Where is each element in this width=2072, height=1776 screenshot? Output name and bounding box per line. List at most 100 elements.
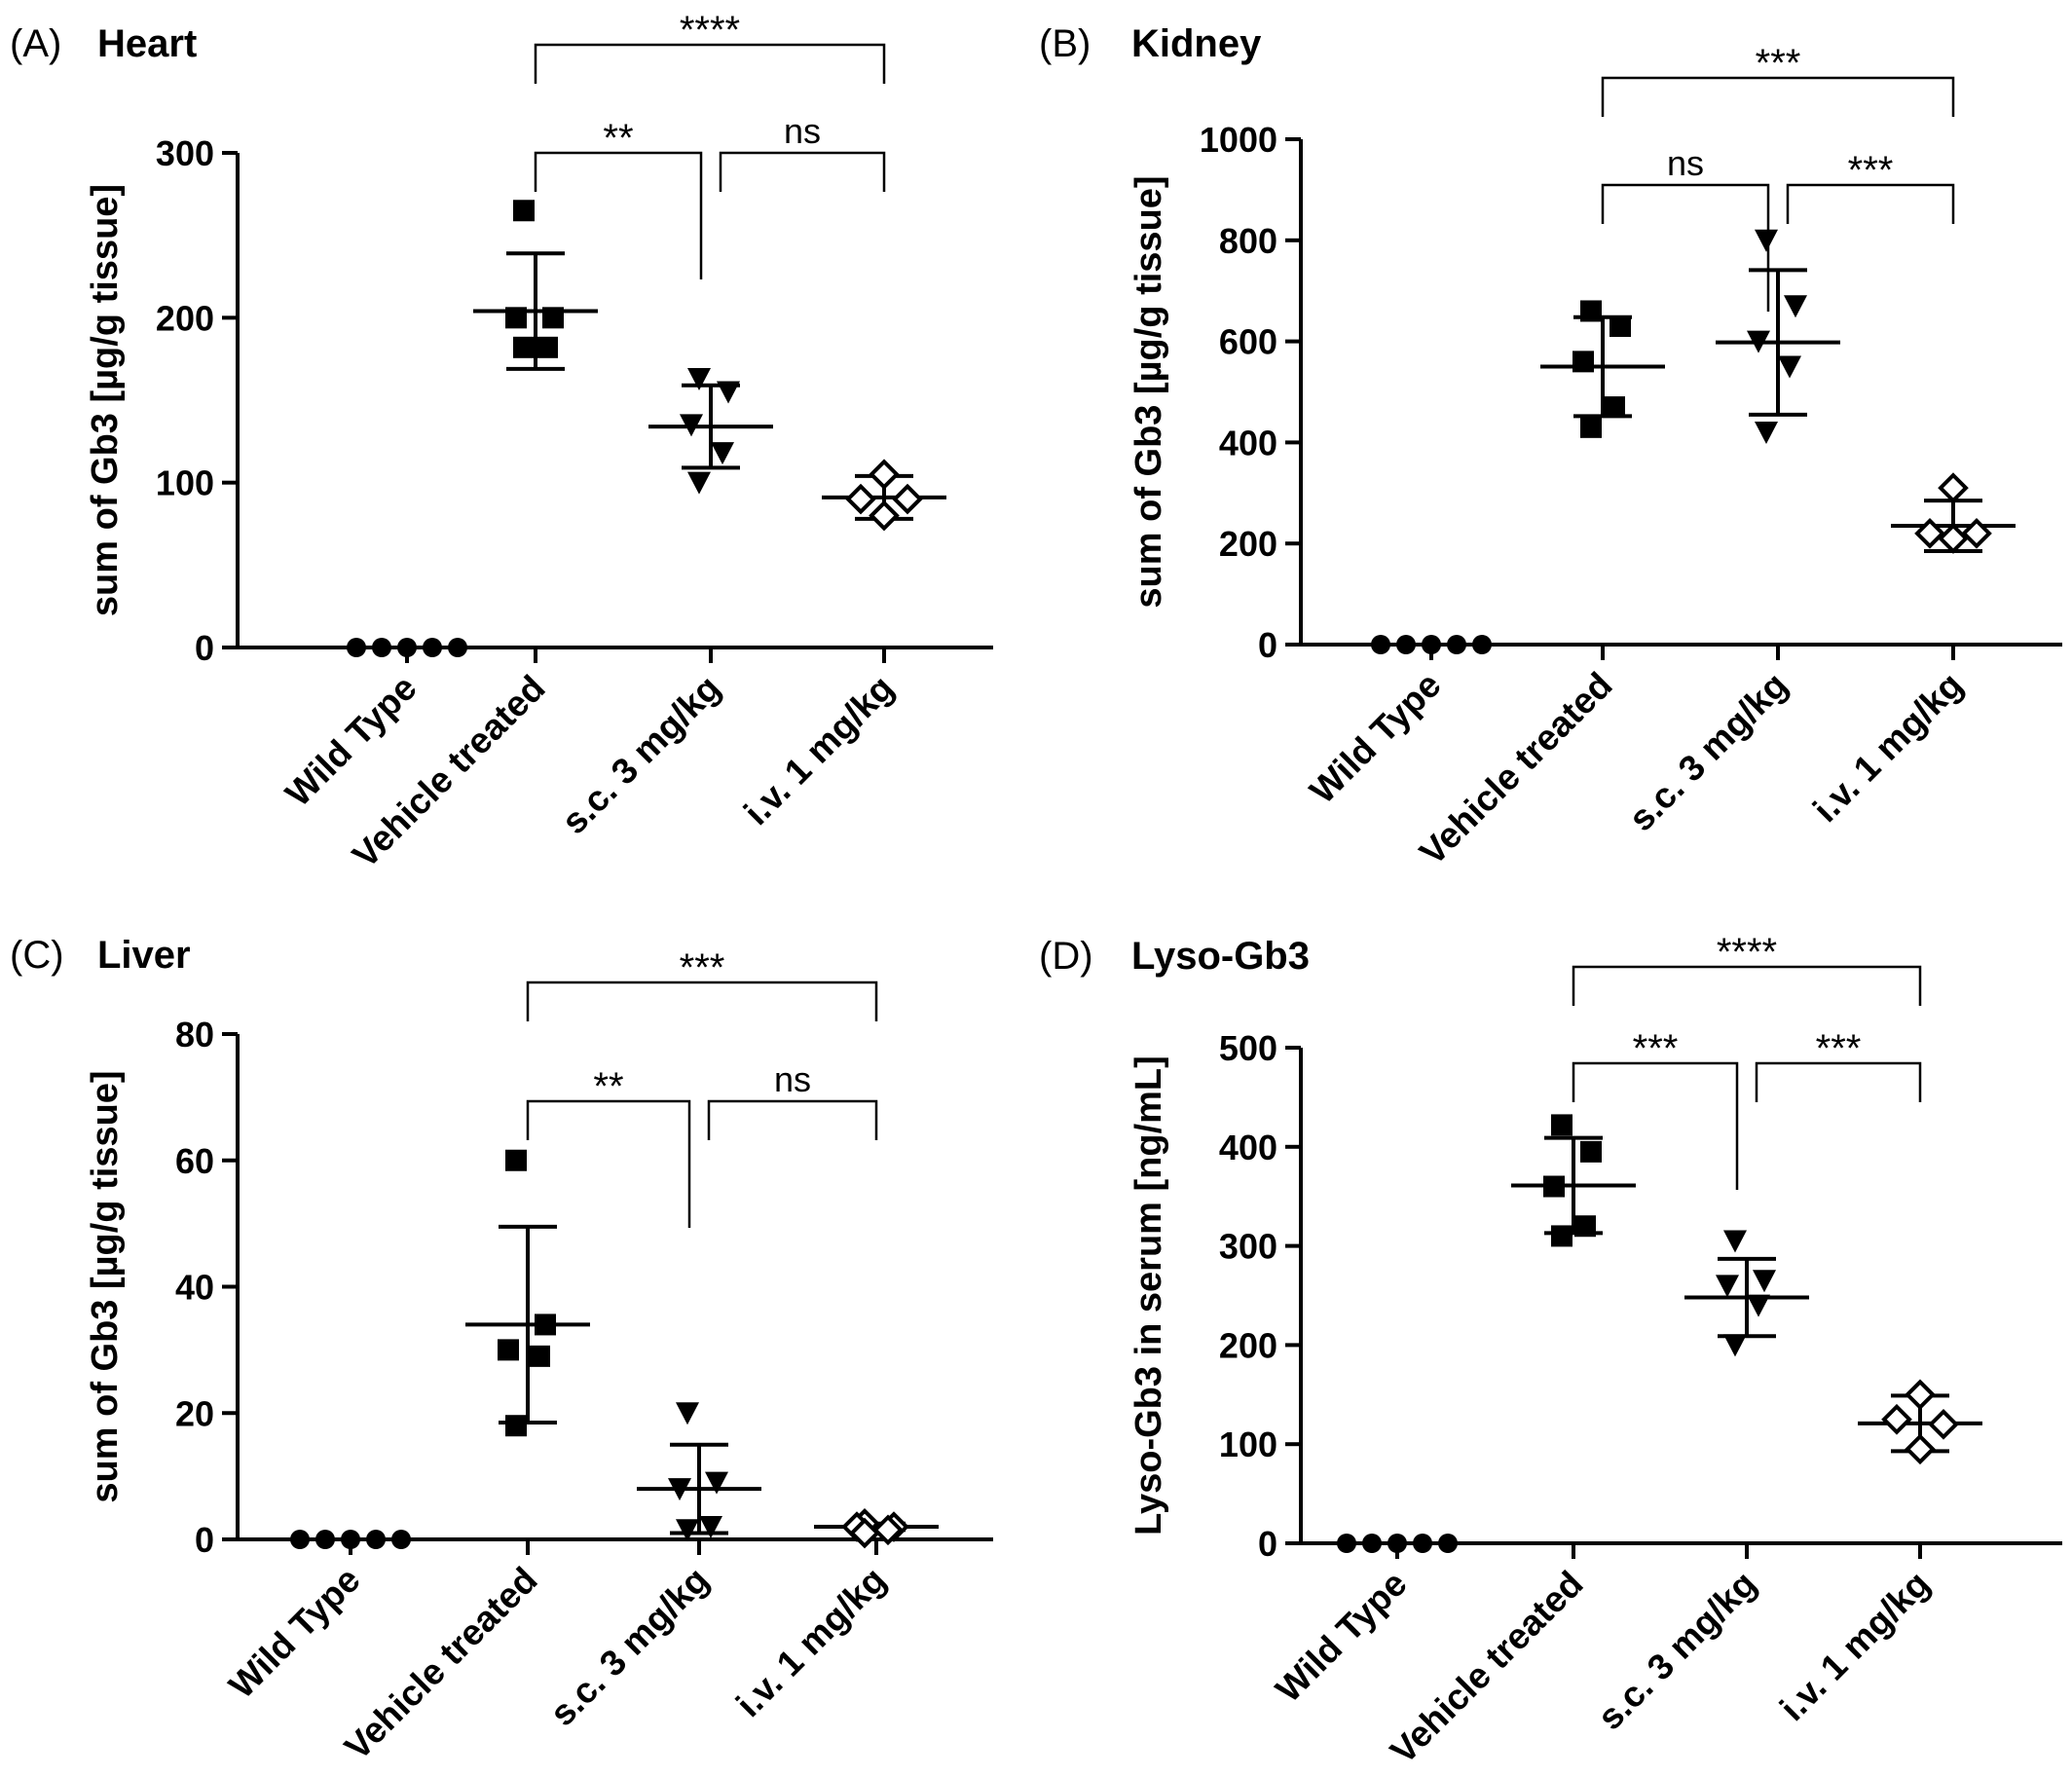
significance-label: **** [1717, 931, 1777, 974]
x-tick-label: Wild Type [221, 1560, 367, 1706]
significance-label: ns [1667, 143, 1704, 183]
data-point [341, 1530, 360, 1549]
x-tick-label: i.v. 1 mg/kg [1772, 1564, 1938, 1729]
data-point [869, 500, 900, 532]
data-point [505, 1415, 527, 1437]
data-point [529, 1345, 550, 1367]
data-point [687, 367, 711, 390]
data-point [676, 1519, 699, 1542]
data-point [423, 638, 442, 657]
significance-label: *** [1756, 42, 1801, 85]
data-point [315, 1530, 335, 1549]
chart-title: Kidney [1131, 22, 1262, 65]
significance-bracket: **** [1572, 931, 1922, 1006]
series-vehicle-treated [473, 200, 598, 371]
data-point [1551, 1114, 1572, 1136]
data-point [1755, 422, 1778, 445]
series-i-v-1-mg-kg [822, 459, 946, 532]
data-point [1784, 295, 1807, 318]
bracket-line [526, 980, 878, 1021]
data-point [1447, 635, 1466, 654]
bracket-line [1601, 76, 1955, 117]
significance-bracket: ns [719, 111, 886, 192]
data-point [1371, 635, 1390, 654]
x-tick-label: Wild Type [1302, 665, 1448, 811]
data-point [1753, 1270, 1776, 1293]
data-point [535, 1314, 556, 1336]
chart-panel-d: (D) Lyso-Gb3 0 100 200 300 400 500 Lyso-Gb3 in s… [1039, 931, 2062, 1771]
significance-bracket: ** [526, 1065, 691, 1228]
significance-label: *** [1633, 1027, 1679, 1070]
significance-label: *** [1816, 1027, 1862, 1070]
data-point [1610, 315, 1631, 338]
x-tick-label: s.c. 3 mg/kg [542, 1560, 717, 1734]
chart-title: Liver [97, 934, 191, 977]
data-point [668, 1478, 691, 1501]
series-wild-type [1337, 1534, 1458, 1553]
data-point [1881, 1403, 1912, 1435]
significance-label: ns [784, 111, 821, 151]
data-point [1928, 1409, 1959, 1440]
y-axis-label: sum of Gb3 [µg/g tissue] [1128, 175, 1169, 608]
data-point [1580, 300, 1602, 322]
bracket-line [1755, 1061, 1922, 1102]
significance-bracket: ** [534, 117, 703, 279]
series-s-c-3-mg-kg [648, 367, 773, 495]
x-tick-label: i.v. 1 mg/kg [728, 1560, 894, 1725]
significance-bracket: *** [1786, 149, 1955, 224]
data-point [1716, 1275, 1739, 1298]
data-point [448, 638, 467, 657]
data-point [849, 1517, 880, 1549]
data-point [1362, 1534, 1382, 1553]
data-point [1723, 1230, 1747, 1253]
bracket-line [1572, 965, 1922, 1006]
series-i-v-1-mg-kg [1891, 472, 2016, 554]
y-tick-label: 200 [1219, 524, 1277, 564]
chart-panel-b: (B) Kidney 0 200 400 600 800 1000 sum of Gb3 [µg… [1039, 22, 2062, 872]
significance-bracket: *** [1572, 1027, 1739, 1190]
series-vehicle-treated [1540, 300, 1665, 438]
data-point [1472, 635, 1492, 654]
y-tick-label: 100 [156, 463, 214, 503]
data-point [1413, 1534, 1432, 1553]
significance-label: ns [774, 1059, 811, 1099]
data-point [687, 471, 711, 495]
y-axis-label: sum of Gb3 [µg/g tissue] [85, 184, 126, 616]
significance-bracket: *** [1755, 1027, 1922, 1102]
x-tick-label: Vehicle treated [337, 1560, 545, 1768]
y-tick-label: 0 [195, 628, 214, 668]
data-point [845, 483, 876, 515]
panel-label: (C) [10, 934, 64, 977]
data-point [1574, 1215, 1596, 1238]
y-tick-label: 400 [1219, 423, 1277, 462]
y-tick-label: 1000 [1200, 120, 1277, 160]
x-tick-label: s.c. 3 mg/kg [1590, 1564, 1764, 1738]
data-point [1914, 517, 1945, 549]
data-point [347, 638, 366, 657]
bracket-line [707, 1099, 878, 1140]
data-point [1572, 351, 1594, 373]
data-point [1723, 1334, 1747, 1357]
significance-bracket: **** [534, 9, 886, 84]
x-tick-label: s.c. 3 mg/kg [554, 668, 728, 842]
data-point [1604, 396, 1625, 419]
significance-bracket: ns [707, 1059, 878, 1140]
data-point [397, 638, 417, 657]
panel-label: (B) [1039, 22, 1091, 65]
data-point [513, 336, 535, 358]
x-tick-label: i.v. 1 mg/kg [736, 668, 902, 833]
significance-label: *** [1848, 149, 1894, 192]
data-point [536, 336, 558, 358]
series-s-c-3-mg-kg [1684, 1230, 1809, 1357]
data-point [1580, 1140, 1602, 1163]
significance-label: ** [593, 1065, 623, 1108]
data-point [1961, 517, 1992, 549]
significance-bracket: *** [526, 946, 878, 1021]
bracket-line [534, 43, 886, 84]
bracket-line [1572, 1061, 1739, 1102]
data-point [1388, 1534, 1407, 1553]
significance-bracket: ns [1601, 143, 1770, 312]
y-tick-label: 60 [175, 1141, 214, 1181]
y-tick-label: 800 [1219, 221, 1277, 261]
significance-bracket: *** [1601, 42, 1955, 117]
